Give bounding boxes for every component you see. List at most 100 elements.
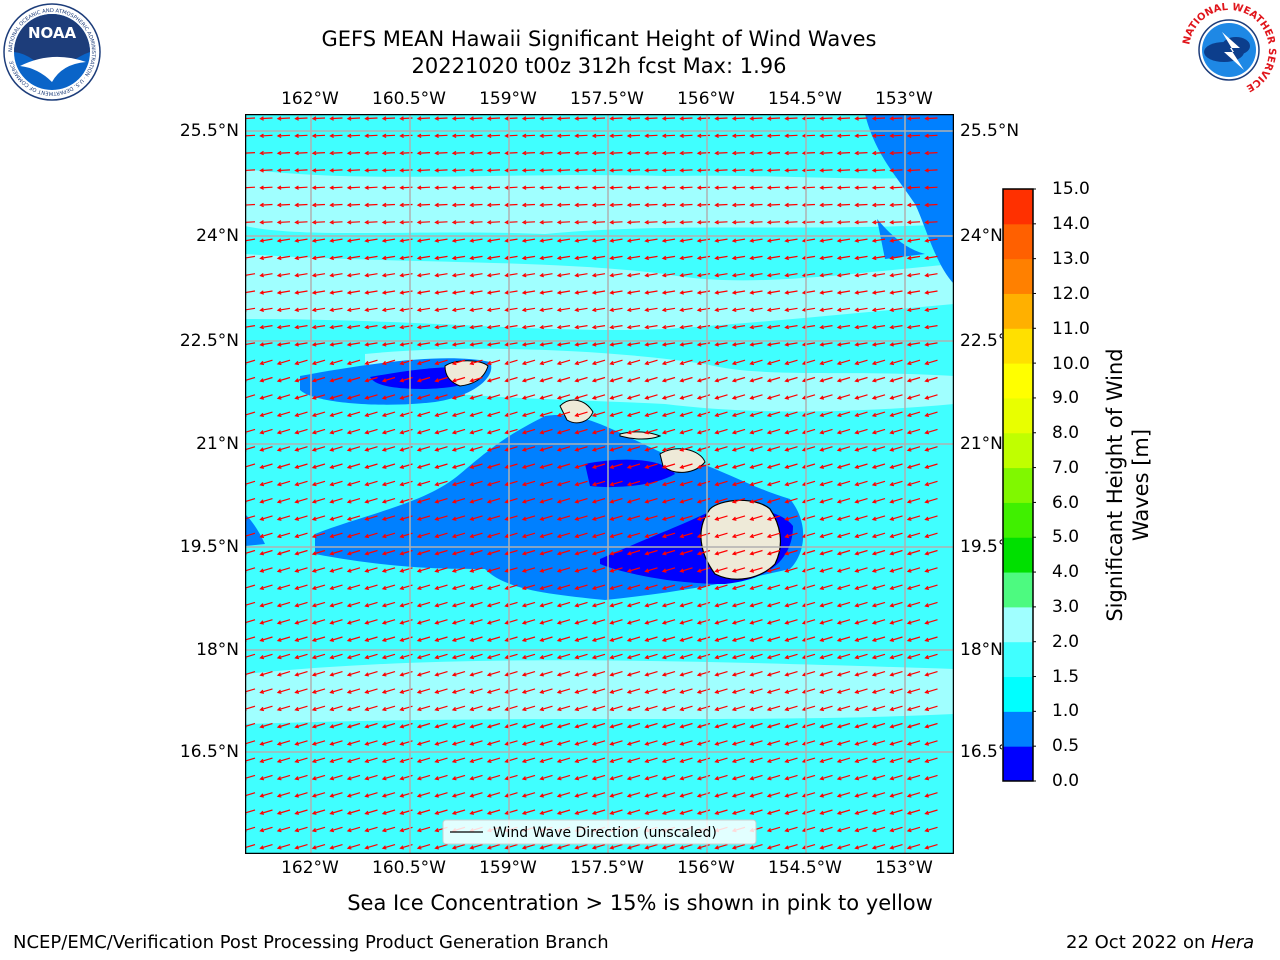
wind-arrow — [644, 601, 658, 608]
wind-arrow — [679, 619, 693, 625]
wind-arrow — [294, 636, 308, 642]
wind-arrow — [591, 290, 606, 295]
wind-arrow — [661, 774, 676, 781]
wind-arrow — [364, 307, 378, 313]
wind-arrow — [836, 688, 851, 694]
wind-arrow — [434, 185, 448, 190]
lon-label-top: 159°W — [479, 89, 537, 109]
wind-arrow — [871, 238, 886, 243]
wind-arrow — [381, 584, 396, 591]
wind-arrow — [294, 619, 308, 625]
wind-arrow — [644, 307, 658, 313]
wind-arrow — [784, 671, 798, 677]
wind-arrow — [521, 653, 536, 660]
wind-arrow — [924, 463, 938, 469]
wind-arrow — [574, 290, 588, 295]
wind-arrow — [591, 116, 606, 121]
wind-arrow — [521, 757, 536, 764]
wind-arrow — [609, 342, 623, 347]
wind-arrow — [906, 653, 921, 660]
wind-arrow — [346, 792, 361, 798]
wind-arrow — [381, 394, 396, 400]
wind-arrow — [854, 238, 868, 243]
wind-arrow — [924, 844, 938, 850]
wind-arrow — [679, 324, 693, 330]
wind-arrow — [661, 428, 676, 435]
wind-arrow — [556, 342, 571, 347]
wind-arrow — [556, 411, 571, 418]
wind-arrow — [854, 532, 868, 539]
wind-arrow — [381, 446, 396, 452]
wind-arrow — [591, 498, 606, 504]
wind-arrow — [556, 619, 571, 625]
wind-arrow — [784, 463, 798, 469]
wind-arrow — [644, 636, 658, 642]
wind-arrow — [451, 705, 466, 712]
wind-arrow — [731, 809, 746, 815]
wind-arrow — [329, 705, 343, 712]
wind-arrow — [329, 757, 343, 764]
wind-arrow — [661, 116, 676, 121]
wind-arrow — [486, 324, 501, 330]
wind-arrow — [714, 342, 728, 347]
wind-arrow — [696, 411, 711, 418]
wind-arrow — [609, 307, 623, 313]
svg-text:NOAA: NOAA — [28, 24, 77, 42]
wind-arrow — [696, 740, 711, 746]
wind-arrow — [889, 532, 903, 539]
wind-arrow — [329, 498, 343, 504]
wind-arrow — [574, 428, 588, 435]
wind-arrow — [679, 498, 693, 504]
wind-arrow — [679, 238, 693, 243]
colorbar-tick: 11.0 — [1052, 319, 1090, 339]
wind-arrow — [346, 255, 361, 261]
wind-arrow — [259, 202, 273, 208]
wind-arrow — [504, 446, 518, 452]
wind-arrow — [259, 116, 273, 121]
wind-arrow — [416, 411, 431, 418]
wind-arrow — [416, 150, 431, 156]
wind-arrow — [679, 480, 693, 487]
wind-arrow — [714, 290, 728, 295]
wind-arrow — [259, 428, 273, 435]
wind-arrow — [871, 394, 886, 400]
wind-arrow — [924, 220, 938, 225]
wind-arrow — [679, 532, 693, 539]
wind-arrow — [626, 273, 641, 278]
wind-arrow — [556, 150, 571, 156]
wind-arrow — [766, 584, 781, 591]
wind-arrow — [836, 116, 851, 121]
wind-arrow — [504, 844, 518, 850]
wind-arrow — [276, 515, 291, 521]
wind-arrow — [871, 757, 886, 764]
wind-arrow — [504, 342, 518, 347]
wind-arrow — [766, 809, 781, 815]
wind-arrow — [311, 584, 326, 591]
wind-arrow — [854, 567, 868, 573]
wind-arrow — [469, 792, 483, 798]
wind-arrow — [574, 342, 588, 347]
wind-arrow — [434, 394, 448, 400]
wind-arrow — [784, 740, 798, 746]
wind-arrow — [311, 133, 326, 139]
wind-arrow — [819, 220, 833, 225]
wind-arrow — [416, 619, 431, 625]
wind-arrow — [259, 532, 273, 539]
wind-arrow — [486, 202, 501, 208]
wind-arrow — [346, 549, 361, 556]
wind-arrow — [311, 411, 326, 418]
wind-arrow — [679, 168, 693, 173]
wind-arrow — [714, 705, 728, 712]
wind-arrow — [451, 238, 466, 243]
wind-arrow — [276, 740, 291, 746]
wind-arrow — [329, 220, 343, 225]
wind-arrow — [731, 757, 746, 764]
wind-arrow — [276, 359, 291, 366]
wind-arrow — [626, 844, 641, 850]
wind-arrow — [591, 636, 606, 642]
wind-arrow — [731, 688, 746, 694]
wind-arrow — [294, 653, 308, 660]
wind-arrow — [749, 480, 763, 487]
wind-arrow — [661, 359, 676, 366]
wind-arrow — [574, 238, 588, 243]
